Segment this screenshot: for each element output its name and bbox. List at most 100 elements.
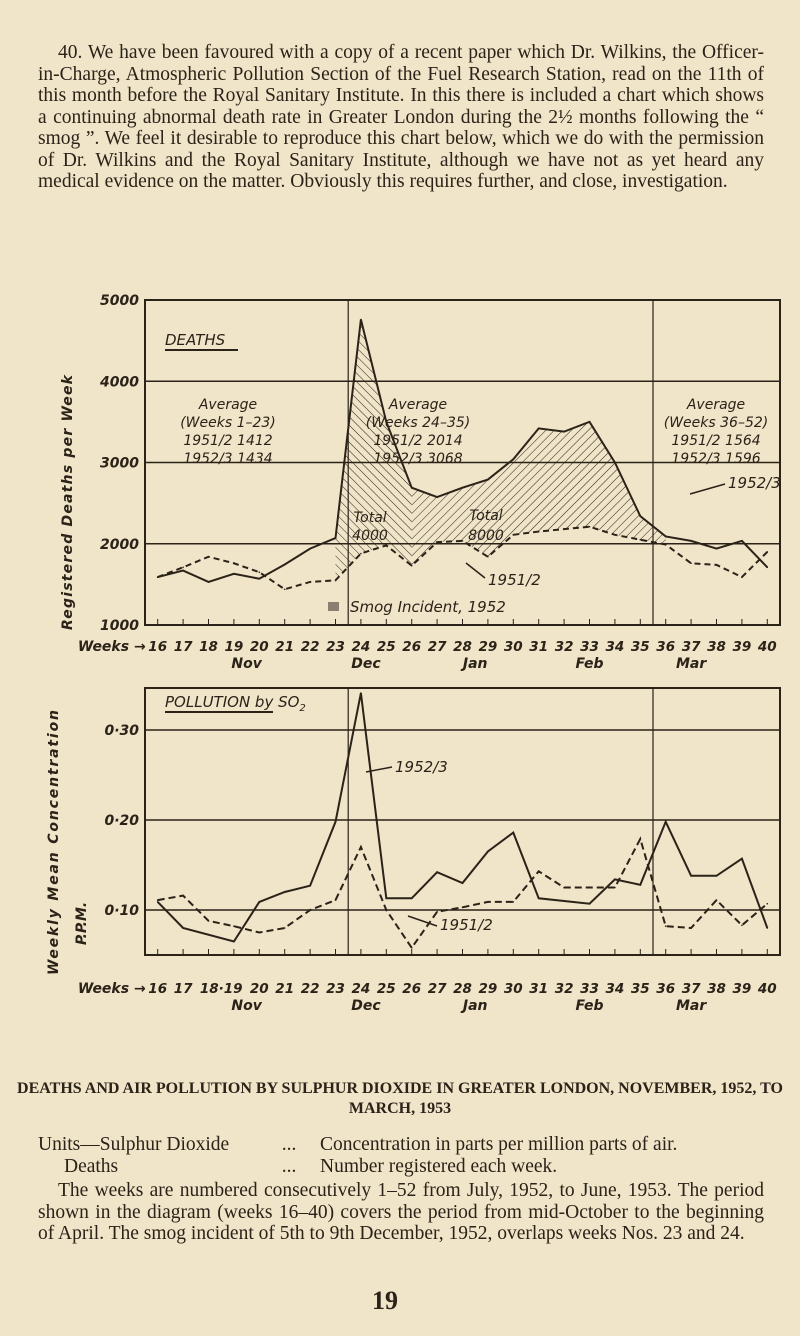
total1-label: Total <box>353 510 386 526</box>
deaths-point <box>487 555 489 558</box>
x-tick-label: 24 <box>352 981 371 997</box>
deaths-point <box>588 525 591 528</box>
avg1-weeks: (Weeks 1–23) <box>180 415 276 431</box>
so2-point <box>512 831 515 834</box>
deaths-point <box>639 515 642 517</box>
total2-value: 8000 <box>468 528 504 544</box>
units-text: Concentration in parts per million parts… <box>320 1134 678 1155</box>
x-tick-label: 34 <box>606 981 625 997</box>
deaths-point <box>182 566 184 569</box>
x-tick-label: 38 <box>707 639 726 655</box>
deaths-1951-label: 1951/2 <box>488 571 541 589</box>
so2-point <box>334 821 337 823</box>
x-tick-label: 26 <box>402 639 421 655</box>
deaths-point <box>461 540 464 542</box>
total2-label: Total <box>469 508 502 524</box>
deaths-row: Deaths... Number registered each week. <box>38 1156 557 1177</box>
ppm-label: P.P.M. <box>74 902 90 945</box>
x-axis-label: Weeks → <box>78 639 146 655</box>
deaths-point <box>614 461 616 464</box>
so2-point <box>639 838 642 840</box>
x-tick-label: 35 <box>631 639 650 655</box>
avg3-weeks: (Weeks 36–52) <box>664 415 768 431</box>
x-tick-label: 30 <box>504 639 523 655</box>
x-tick-label: 31 <box>529 639 548 655</box>
so2-point <box>461 882 464 884</box>
y-tick-label: 2000 <box>100 537 139 553</box>
so2-point <box>512 901 515 903</box>
so2-point <box>690 927 692 929</box>
so2-point <box>385 909 388 911</box>
x-tick-label: 30 <box>504 981 523 997</box>
so2-point <box>233 925 235 927</box>
page-number: 19 <box>372 1286 398 1315</box>
x-tick-label: 33 <box>580 981 599 997</box>
dots: ... <box>281 1156 297 1177</box>
note-paragraph: The weeks are numbered consecutively 1–5… <box>38 1180 764 1244</box>
month-label: Jan <box>460 998 488 1014</box>
x-tick-label: 28 <box>453 639 472 655</box>
deaths-point <box>690 540 692 542</box>
x-tick-label: 23 <box>326 639 345 655</box>
intro-paragraph: 40. We have been favoured with a copy of… <box>38 42 764 192</box>
so2-point <box>690 875 692 877</box>
x-tick-label: 38 <box>707 981 726 997</box>
so2-point <box>741 857 743 860</box>
deaths-point <box>664 543 667 546</box>
x-tick-label: 40 <box>757 639 777 655</box>
deaths-point <box>766 566 769 569</box>
x-tick-label: 18·19 <box>200 981 243 997</box>
so2-point <box>258 901 261 903</box>
so2-1952-label: 1952/3 <box>395 758 448 776</box>
y-tick-label: 4000 <box>99 374 139 390</box>
deaths-point <box>360 318 362 321</box>
arrow <box>407 915 438 927</box>
so2-point <box>487 850 489 853</box>
x-tick-label: 25 <box>377 981 396 997</box>
x-tick-label: 39 <box>733 981 752 997</box>
deaths-point <box>233 573 235 575</box>
x-tick-label: 20 <box>250 981 269 997</box>
deaths-y-label: Registered Deaths per Week <box>60 373 76 630</box>
deaths-point <box>487 478 489 481</box>
deaths-point <box>537 530 540 533</box>
deaths-point <box>360 552 362 555</box>
deaths-point <box>690 562 692 565</box>
so2-point <box>182 894 184 897</box>
y-tick-label: 0·10 <box>104 903 139 919</box>
deaths-point <box>436 541 438 543</box>
deaths-point <box>563 430 565 433</box>
x-tick-label: 19 <box>225 639 244 655</box>
so2-point <box>537 897 540 900</box>
so2-point <box>715 899 718 901</box>
so2-y-label: Weekly Mean Concentration <box>46 710 62 975</box>
so2-point <box>461 906 464 909</box>
so2-point <box>283 927 286 929</box>
so2-point <box>309 884 311 887</box>
plot-frame <box>144 687 781 956</box>
x-tick-label: 36 <box>656 981 675 997</box>
x-tick-label: 35 <box>631 981 650 997</box>
deaths-point <box>512 534 515 536</box>
so2-point <box>614 886 616 889</box>
deaths-point <box>410 564 413 567</box>
month-label: Nov <box>231 656 262 672</box>
x-tick-label: 37 <box>682 639 701 655</box>
so2-point <box>410 947 413 949</box>
x-tick-label: 29 <box>479 981 498 997</box>
y-tick-label: 0·20 <box>104 813 139 829</box>
so2-1951-label: 1951/2 <box>440 916 493 934</box>
excess-deaths-hatch <box>411 421 666 566</box>
so2-point <box>639 884 642 886</box>
avg2-1951: 1951/2 2014 <box>373 433 462 449</box>
units-row: Units—Sulphur Dioxide... Concentration in… <box>38 1134 677 1155</box>
x-tick-label: 16 <box>148 639 167 655</box>
x-tick-label: 39 <box>733 639 752 655</box>
so2-point <box>588 902 591 905</box>
deaths-point <box>766 551 769 553</box>
deaths-point <box>334 537 337 539</box>
month-label: Jan <box>460 656 488 672</box>
so2-point <box>563 886 565 889</box>
so2-point <box>766 902 769 905</box>
x-tick-label: 16 <box>148 981 167 997</box>
